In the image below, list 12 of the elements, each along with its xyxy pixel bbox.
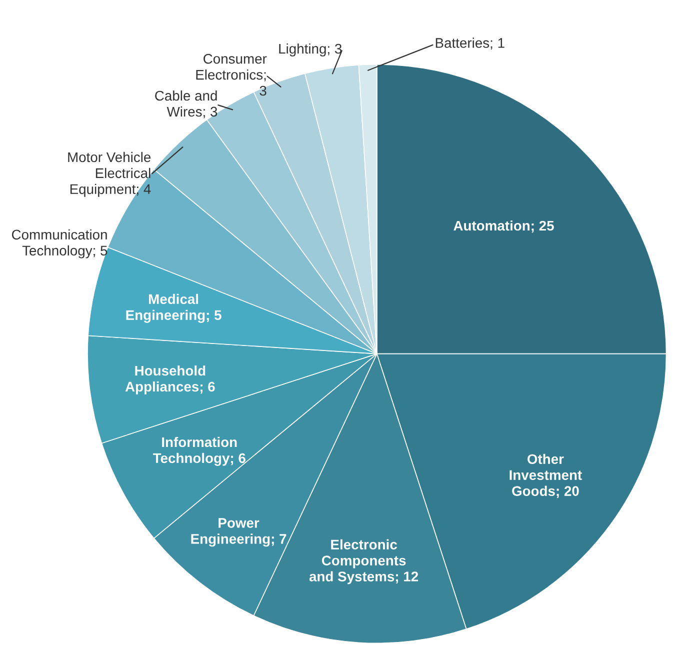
slice-label: Communication Technology; 5 [12,229,108,258]
slice-label: Batteries; 1 [436,38,504,50]
slice-label: Motor Vehicle Electrical Equipment; 4 [68,152,151,197]
slice-label: Information Technology; 6 [152,436,246,466]
slice-label: Household Appliances; 6 [125,365,215,394]
slice-label: Other Investment Goods; 20 [510,454,582,498]
slice-label: Cable and Wires; 3 [155,90,218,118]
slice-label: Electronic Components and Systems; 12 [309,539,418,584]
slice-label: Lighting; 3 [279,43,342,56]
slice-label: Power Engineering; 7 [191,518,286,547]
slice-label: Automation; 25 [454,220,554,233]
slice-label: Medical Engineering; 5 [126,294,222,323]
